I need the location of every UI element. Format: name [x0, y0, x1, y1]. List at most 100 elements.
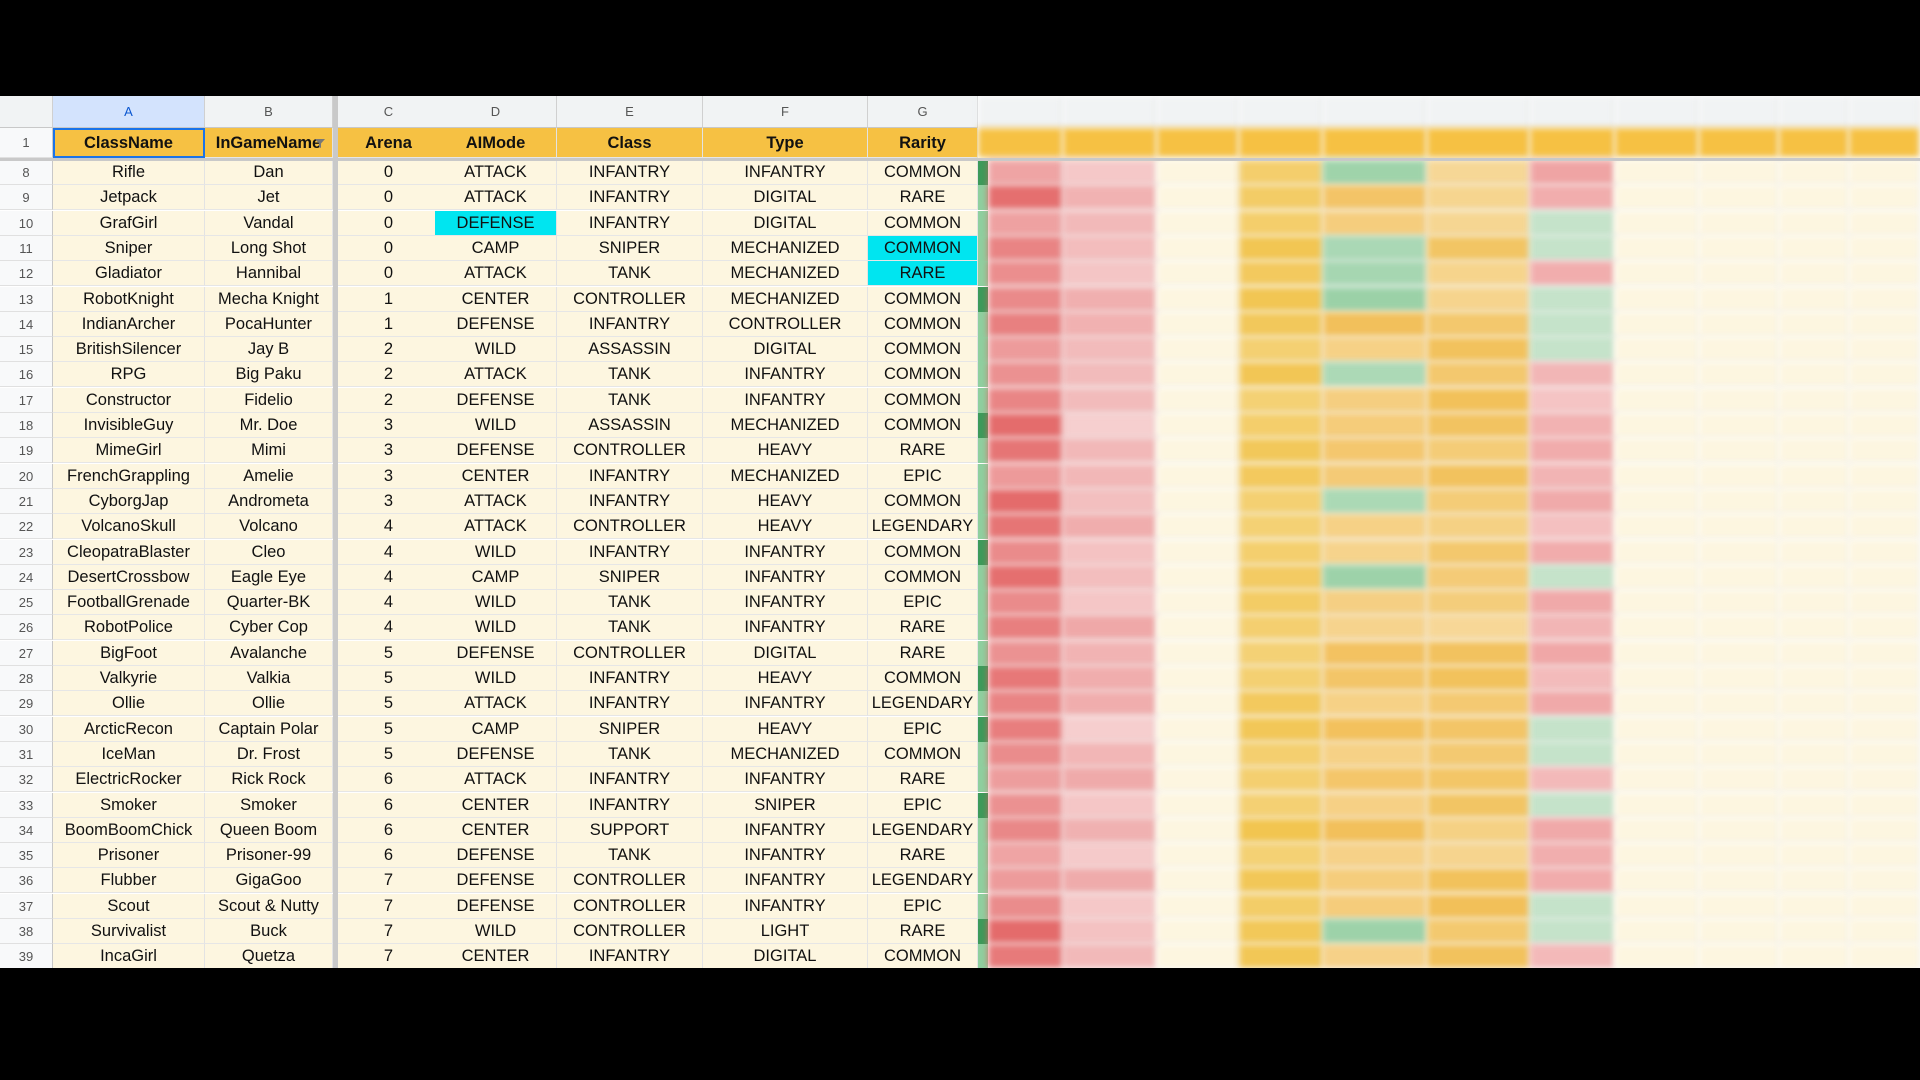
cell-c-34[interactable]: 6 [338, 817, 440, 843]
cell-e-22[interactable]: CONTROLLER [557, 514, 703, 540]
cell-blurred[interactable] [1239, 514, 1323, 540]
cell-d-27[interactable]: DEFENSE [435, 640, 557, 666]
cell-blurred[interactable] [1323, 235, 1427, 261]
cell-blurred[interactable] [1530, 792, 1615, 818]
cell-blurred[interactable] [1157, 590, 1239, 616]
cell-blurred[interactable] [1849, 640, 1920, 666]
cell-blurred[interactable] [1615, 792, 1699, 818]
cell-blurred[interactable] [1323, 311, 1427, 337]
cell-c-23[interactable]: 4 [338, 539, 440, 565]
cell-blurred[interactable] [1063, 539, 1157, 565]
cell-blurred[interactable] [1779, 843, 1849, 869]
cell-blurred[interactable] [1323, 488, 1427, 514]
cell-f-24[interactable]: INFANTRY [703, 564, 868, 590]
cell-blurred[interactable] [1530, 817, 1615, 843]
cell-blurred[interactable] [1323, 868, 1427, 894]
cell-blurred[interactable] [1063, 160, 1157, 185]
cell-d-25[interactable]: WILD [435, 590, 557, 616]
cell-blurred[interactable] [1849, 413, 1920, 438]
cell-g-31[interactable]: COMMON [868, 741, 978, 767]
cell-a-30[interactable]: ArcticRecon [53, 716, 205, 742]
cell-f-33[interactable]: SNIPER [703, 792, 868, 818]
cell-blurred[interactable] [1615, 666, 1699, 691]
cell-f-28[interactable]: HEAVY [703, 666, 868, 691]
cell-d-16[interactable]: ATTACK [435, 362, 557, 388]
cell-c-30[interactable]: 5 [338, 716, 440, 742]
cell-b-38[interactable]: Buck [205, 919, 333, 944]
cell-blurred[interactable] [1699, 160, 1779, 185]
cell-blurred[interactable] [988, 413, 1063, 438]
cell-blurred[interactable] [1530, 767, 1615, 793]
cell-blurred[interactable] [1615, 488, 1699, 514]
cell-e-21[interactable]: INFANTRY [557, 488, 703, 514]
cell-blurred[interactable] [1157, 488, 1239, 514]
row-number[interactable]: 38 [0, 919, 53, 944]
cell-blurred[interactable] [988, 438, 1063, 464]
cell-g-33[interactable]: EPIC [868, 792, 978, 818]
cell-blurred[interactable] [1323, 716, 1427, 742]
cell-f-25[interactable]: INFANTRY [703, 590, 868, 616]
cell-b-31[interactable]: Dr. Frost [205, 741, 333, 767]
cell-blurred[interactable] [988, 337, 1063, 363]
cell-d-35[interactable]: DEFENSE [435, 843, 557, 869]
cell-blurred[interactable] [1323, 514, 1427, 540]
column-header-blurred[interactable] [1779, 96, 1849, 128]
cell-blurred[interactable] [1427, 210, 1530, 236]
cell-blurred[interactable] [988, 539, 1063, 565]
cell-blurred[interactable] [1063, 716, 1157, 742]
cell-blurred[interactable] [1323, 261, 1427, 287]
cell-blurred[interactable] [1530, 868, 1615, 894]
cell-blurred[interactable] [1427, 564, 1530, 590]
cell-blurred[interactable] [988, 919, 1063, 944]
cell-b-35[interactable]: Prisoner-99 [205, 843, 333, 869]
cell-blurred[interactable] [1063, 944, 1157, 968]
cell-blurred[interactable] [1530, 640, 1615, 666]
cell-blurred[interactable] [988, 590, 1063, 616]
cell-blurred[interactable] [1427, 590, 1530, 616]
cell-blurred[interactable] [988, 235, 1063, 261]
row-number[interactable]: 23 [0, 539, 53, 565]
cell-blurred[interactable] [1427, 893, 1530, 919]
cell-blurred[interactable] [1779, 691, 1849, 717]
cell-blurred[interactable] [1849, 337, 1920, 363]
cell-blurred[interactable] [1615, 413, 1699, 438]
cell-blurred[interactable] [1779, 286, 1849, 312]
cell-blurred[interactable] [1157, 387, 1239, 413]
cell-b-8[interactable]: Dan [205, 160, 333, 185]
cell-blurred[interactable] [1779, 438, 1849, 464]
cell-blurred[interactable] [1157, 640, 1239, 666]
cell-d-22[interactable]: ATTACK [435, 514, 557, 540]
cell-blurred[interactable] [1849, 210, 1920, 236]
cell-blurred[interactable] [1427, 817, 1530, 843]
header-cell-blurred[interactable] [1615, 128, 1699, 158]
cell-blurred[interactable] [1063, 868, 1157, 894]
cell-blurred[interactable] [1157, 413, 1239, 438]
cell-d-24[interactable]: CAMP [435, 564, 557, 590]
header-cell-blurred[interactable] [1323, 128, 1427, 158]
cell-d-37[interactable]: DEFENSE [435, 893, 557, 919]
cell-blurred[interactable] [1699, 893, 1779, 919]
cell-c-18[interactable]: 3 [338, 413, 440, 438]
cell-blurred[interactable] [1699, 767, 1779, 793]
cell-blurred[interactable] [1063, 843, 1157, 869]
cell-blurred[interactable] [1157, 514, 1239, 540]
cell-g-20[interactable]: EPIC [868, 463, 978, 489]
cell-blurred[interactable] [1849, 514, 1920, 540]
cell-blurred[interactable] [1063, 767, 1157, 793]
cell-e-37[interactable]: CONTROLLER [557, 893, 703, 919]
header-cell-blurred[interactable] [1239, 128, 1323, 158]
cell-blurred[interactable] [1699, 944, 1779, 968]
cell-blurred[interactable] [1239, 590, 1323, 616]
cell-blurred[interactable] [1615, 539, 1699, 565]
cell-b-11[interactable]: Long Shot [205, 235, 333, 261]
cell-f-16[interactable]: INFANTRY [703, 362, 868, 388]
cell-b-37[interactable]: Scout & Nutty [205, 893, 333, 919]
cell-g-25[interactable]: EPIC [868, 590, 978, 616]
cell-blurred[interactable] [1239, 488, 1323, 514]
cell-g-19[interactable]: RARE [868, 438, 978, 464]
cell-blurred[interactable] [1615, 362, 1699, 388]
cell-g-16[interactable]: COMMON [868, 362, 978, 388]
filter-icon[interactable] [314, 137, 326, 149]
cell-a-24[interactable]: DesertCrossbow [53, 564, 205, 590]
cell-f-26[interactable]: INFANTRY [703, 615, 868, 641]
